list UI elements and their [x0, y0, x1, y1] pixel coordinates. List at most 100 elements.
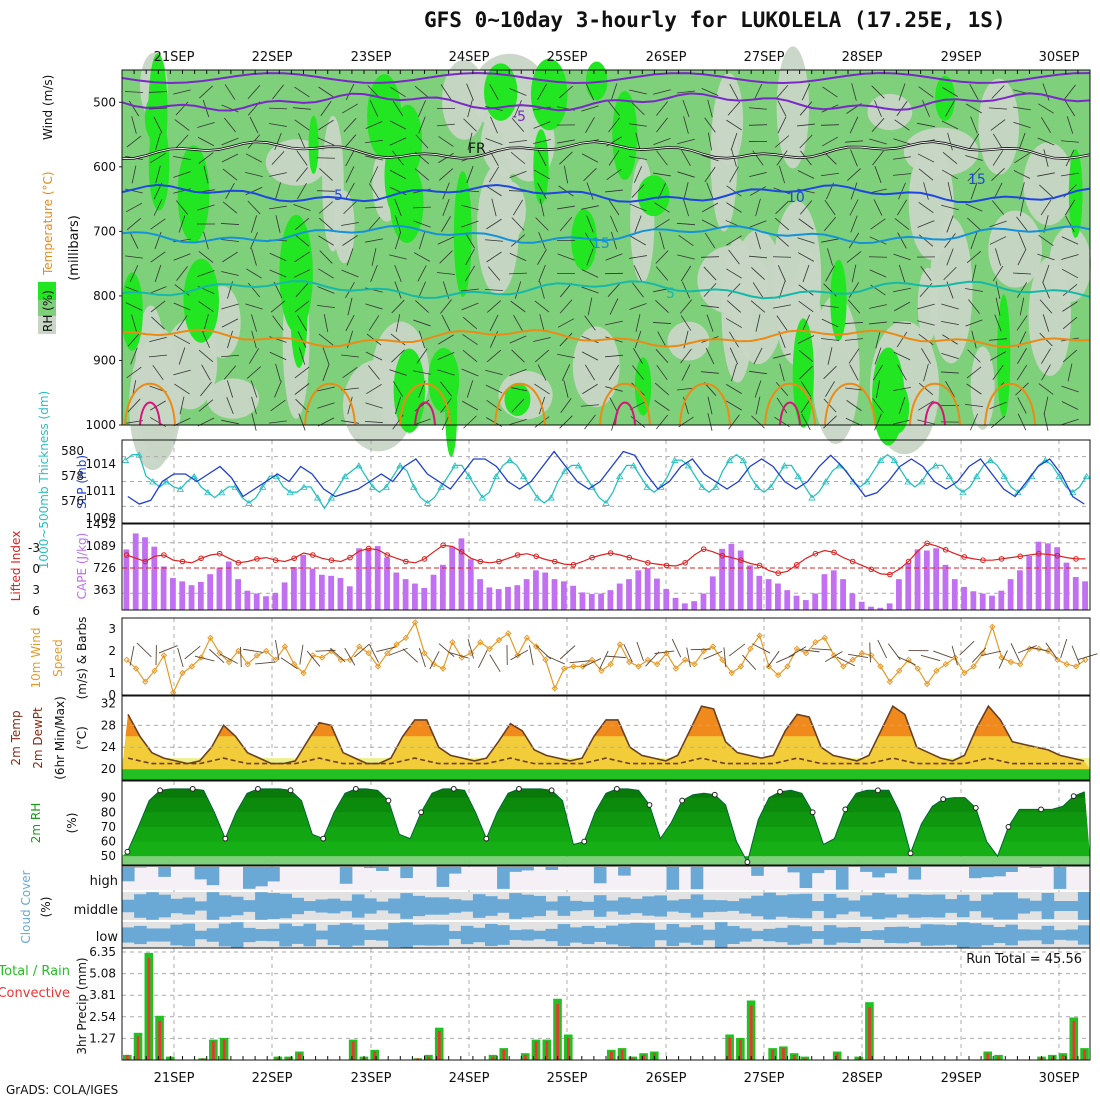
wind-barb	[511, 398, 525, 413]
wind-speed-point	[914, 665, 922, 672]
wind-barb	[173, 253, 191, 261]
wind-speed-point	[756, 632, 763, 639]
wind-barb	[894, 218, 910, 230]
cape-bar	[495, 589, 502, 610]
bottom-date-label: 25SEP	[547, 1071, 588, 1086]
cloud-cell	[134, 894, 147, 918]
wind-barb	[224, 84, 236, 100]
wind-barb	[197, 270, 215, 277]
wind-barb-10m	[344, 647, 356, 666]
wind-barb	[203, 314, 209, 332]
thickness-point	[849, 478, 857, 485]
temp-axis-label-2: 2m DewPt	[31, 707, 45, 769]
isotherm-5	[121, 183, 1091, 204]
wind-barb-10m	[728, 643, 746, 657]
cloud-cell	[170, 924, 183, 946]
cloud-cell	[460, 925, 474, 945]
wind-barb	[275, 182, 281, 200]
cloud-cell	[690, 894, 704, 918]
wind-barb	[442, 182, 450, 200]
wind-speed-point	[570, 663, 577, 670]
cloud-cell	[497, 867, 510, 889]
wind-barb	[222, 168, 238, 181]
rh-moist-patch	[612, 90, 638, 180]
wind-barb-10m	[1045, 642, 1058, 660]
wind-speed-point	[495, 636, 503, 644]
wind-barb	[130, 347, 138, 365]
wind-barb	[704, 232, 716, 249]
wind-barb	[559, 415, 573, 429]
wind-barb	[1041, 364, 1051, 381]
wind-barb	[251, 396, 257, 415]
cloud-cell	[436, 867, 450, 887]
cape-bar	[784, 590, 791, 610]
cloud-cell	[339, 867, 353, 884]
warm-contour	[304, 382, 356, 426]
wind-speed-point	[933, 667, 940, 675]
bottom-date-label: 30SEP	[1039, 1071, 1080, 1086]
cloud-cell	[763, 928, 776, 942]
cloud-cell	[896, 926, 909, 944]
thickness-point	[162, 478, 171, 485]
wind-barb	[753, 347, 763, 365]
wind-axis-label-3: (m/s) & Barbs	[75, 617, 89, 700]
wind-barb	[364, 206, 384, 209]
wind-barb-10m	[599, 650, 609, 670]
wind-speed-point	[607, 660, 614, 668]
cloud-cell	[835, 927, 849, 943]
lifted-index-point	[924, 540, 930, 547]
rh-point	[548, 787, 555, 794]
lifted-tick-label: 6	[32, 604, 40, 618]
wind-barb	[729, 83, 739, 101]
wind-barb-10m	[448, 651, 469, 659]
wind-barb	[491, 198, 497, 217]
panel-border	[121, 947, 1091, 1061]
cloud-cell	[158, 867, 171, 877]
wind-barb	[345, 149, 355, 167]
cape-bar	[830, 570, 837, 610]
wind-barb-10m	[920, 654, 941, 662]
cloud-cell	[908, 867, 922, 880]
wind-speed-point	[542, 656, 549, 664]
wind-barb	[892, 321, 912, 325]
bottom-date-label: 23SEP	[351, 1071, 392, 1086]
lifted-index-point	[700, 546, 707, 552]
cloud-cell	[932, 894, 946, 918]
wind-barb	[221, 419, 239, 425]
wind-barb	[969, 83, 979, 101]
isotherm-15	[121, 280, 1091, 300]
cape-bar	[151, 546, 158, 610]
wind-barb	[465, 248, 475, 266]
wind-barb-10m	[959, 640, 975, 656]
thickness-point	[547, 494, 555, 501]
wind-barb	[368, 315, 380, 331]
wind-barb	[797, 335, 815, 344]
lifted-index-point	[533, 553, 539, 560]
wind-barb	[728, 249, 740, 265]
cape-bar	[132, 533, 139, 610]
lifted-index-point	[905, 558, 912, 565]
wind-barb	[485, 384, 503, 394]
wind-barb	[585, 117, 595, 133]
wind-barb	[777, 116, 787, 134]
wind-barb	[821, 238, 839, 243]
wind-barb	[272, 84, 284, 100]
cape-bar	[225, 561, 232, 610]
cape-bar	[309, 568, 316, 610]
lifted-index-point	[552, 558, 558, 565]
precip-convective-bar	[728, 1037, 732, 1060]
wind-barb	[677, 90, 695, 94]
cloud-cell	[134, 867, 147, 868]
wind-barb	[1037, 253, 1055, 261]
temp-axis-label-3: (6hr Min/Max)	[53, 696, 67, 780]
wind-barb	[581, 153, 599, 163]
wind-barb	[869, 188, 887, 194]
cloud-cell	[1005, 892, 1018, 920]
cape-bar	[1082, 581, 1088, 610]
wind-speed-point	[747, 645, 754, 653]
wind-barb	[799, 365, 813, 380]
wind-barb	[389, 169, 407, 180]
wind-barb	[656, 101, 668, 116]
lifted-index-point	[179, 558, 186, 565]
